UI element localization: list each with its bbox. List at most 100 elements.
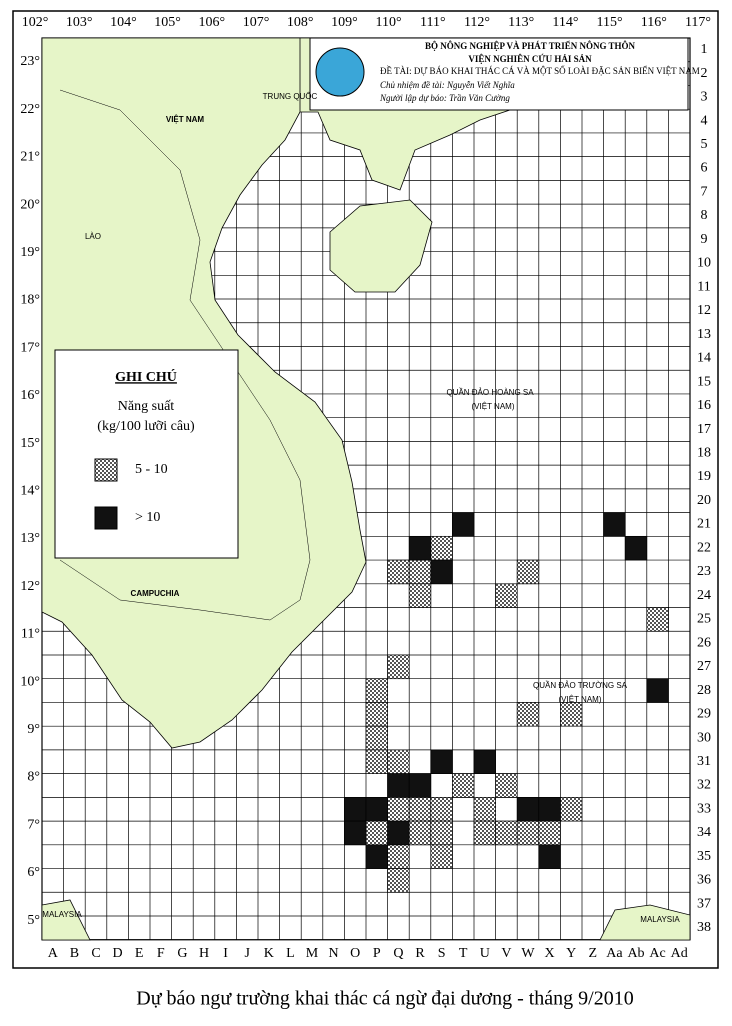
column-label: W [521, 946, 535, 961]
row-label: 24 [697, 588, 711, 603]
column-label: I [223, 946, 228, 961]
longitude-label: 106° [198, 15, 225, 30]
place-name: CAMPUCHIA [131, 589, 180, 598]
column-label: H [199, 946, 209, 961]
legend-swatch [94, 458, 118, 482]
cells [344, 512, 669, 893]
header-line: Chủ nhiệm đề tài: Nguyễn Viết Nghĩa [380, 80, 515, 90]
latitude-label: 16° [20, 388, 40, 403]
catch-cell [387, 844, 410, 869]
latitude-label: 20° [20, 197, 40, 212]
row-label: 18 [697, 445, 711, 460]
row-label: 16 [697, 398, 711, 413]
land [41, 37, 691, 941]
row-label: 22 [697, 540, 711, 555]
column-label: T [459, 946, 468, 961]
row-label: 29 [697, 707, 711, 722]
catch-cell [495, 773, 518, 798]
row-label: 17 [697, 422, 711, 437]
row-label: 27 [697, 659, 711, 674]
latitude-label: 21° [20, 150, 40, 165]
catch-cell [430, 749, 453, 774]
column-label: Ad [671, 946, 688, 961]
row-label: 15 [697, 374, 711, 389]
catch-cell [365, 820, 388, 846]
legend-box [54, 349, 239, 559]
catch-cell [538, 820, 561, 846]
column-label: Q [393, 946, 403, 961]
row-label: 37 [697, 896, 711, 911]
catch-cell [452, 512, 475, 537]
column-label: X [545, 946, 555, 961]
longitude-label: 112° [464, 15, 490, 30]
row-label: 36 [697, 873, 711, 888]
column-label: F [157, 946, 165, 961]
legend-unit: (kg/100 lưỡi câu) [97, 419, 195, 434]
place-name: QUẦN ĐẢO HOÀNG SA [446, 387, 534, 397]
column-label: O [350, 946, 360, 961]
place-name: LÀO [85, 232, 101, 241]
column-label: Y [566, 946, 576, 961]
catch-cell [408, 773, 432, 798]
row-label: 5 [701, 137, 708, 152]
longitude-label: 104° [110, 15, 137, 30]
catch-cell [387, 559, 410, 585]
latitude-label: 8° [27, 770, 40, 785]
borders [59, 89, 311, 621]
catch-cell [538, 797, 561, 822]
latitude-label: 11° [21, 627, 40, 642]
catch-cell [430, 559, 453, 585]
catch-cell [516, 702, 540, 727]
catch-cell [646, 607, 669, 632]
row-label: 30 [697, 730, 711, 745]
row-label: 8 [701, 208, 708, 223]
latitude-label: 19° [20, 245, 40, 260]
row-label: 20 [697, 493, 711, 508]
row-label: 26 [697, 635, 711, 650]
catch-cell [560, 702, 583, 727]
catch-cell [495, 583, 518, 608]
row-label: 31 [697, 754, 711, 769]
caption: Dự báo ngư trường khai thác cá ngừ đại d… [136, 988, 633, 1010]
row-label: 23 [697, 564, 711, 579]
column-label: V [501, 946, 511, 961]
legend-label: > 10 [135, 510, 160, 525]
column-label: R [415, 946, 425, 961]
latitude-label: 10° [20, 674, 40, 689]
catch-cell [538, 844, 561, 869]
catch-cell [387, 868, 410, 893]
catch-cell [387, 654, 410, 680]
longitude-label: 105° [154, 15, 181, 30]
catch-cell [365, 749, 388, 774]
row-label: 28 [697, 683, 711, 698]
row-label: 10 [697, 256, 711, 271]
catch-cell [408, 559, 432, 585]
column-label: B [70, 946, 79, 961]
column-label: D [113, 946, 123, 961]
place-name: MALAYSIA [640, 915, 680, 924]
row-label: 4 [701, 113, 708, 128]
row-label: 2 [701, 66, 708, 81]
row-label: 25 [697, 612, 711, 627]
row-label: 21 [697, 517, 711, 532]
longitude-label: 108° [287, 15, 314, 30]
row-label: 9 [701, 232, 708, 247]
catch-cell [387, 773, 410, 798]
row-label: 35 [697, 849, 711, 864]
row-label: 14 [697, 351, 711, 366]
latitude-label: 18° [20, 293, 40, 308]
column-label: J [244, 946, 250, 961]
header-line: ĐỀ TÀI: DỰ BÁO KHAI THÁC CÁ VÀ MỘT SỐ LO… [380, 66, 700, 76]
legend-title: GHI CHÚ [115, 368, 177, 385]
column-label: Ac [649, 946, 665, 961]
catch-cell [516, 559, 540, 585]
logo [315, 47, 365, 97]
header-line: Người lập dự báo: Trần Văn Cường [379, 93, 510, 103]
longitude-label: 109° [331, 15, 358, 30]
catch-cell [344, 820, 367, 846]
row-label: 7 [701, 184, 708, 199]
catch-cell [365, 797, 388, 822]
catch-cell [365, 678, 388, 703]
